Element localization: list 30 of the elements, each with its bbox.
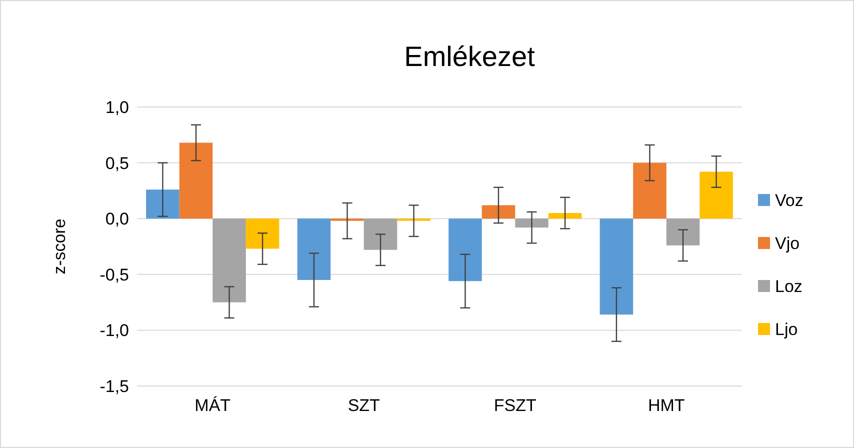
bar [448,218,482,282]
bar [146,190,180,219]
bar [666,218,700,246]
x-tick-label: MÁT [194,396,231,415]
y-tick-label: -1,5 [100,376,129,396]
bar [633,162,666,219]
chart-title: Emlékezet [404,41,536,72]
legend-label: Loz [775,276,802,296]
x-tick-label: FSZT [494,396,536,415]
y-tick-label: 1,0 [105,98,129,117]
bar [548,213,582,219]
bar [246,218,280,249]
legend-label: Voz [775,190,804,210]
bar [179,142,213,219]
y-tick-label: 0,0 [105,210,129,229]
y-axis-title: z-score [50,218,69,274]
y-tick-label: -1,0 [100,321,129,340]
bar [515,218,548,228]
bar [600,218,634,315]
bar [482,205,516,219]
bar [700,172,733,219]
x-tick-label: HMT [648,396,685,415]
bar [297,218,331,280]
legend-label: Vjo [775,234,800,253]
y-tick-label: -0,5 [100,265,129,284]
legend-label: Ljo [775,320,798,339]
bar [212,218,246,302]
x-tick-label: SZT [348,396,380,415]
bar [364,218,398,250]
y-tick-label: 0,5 [105,154,129,173]
